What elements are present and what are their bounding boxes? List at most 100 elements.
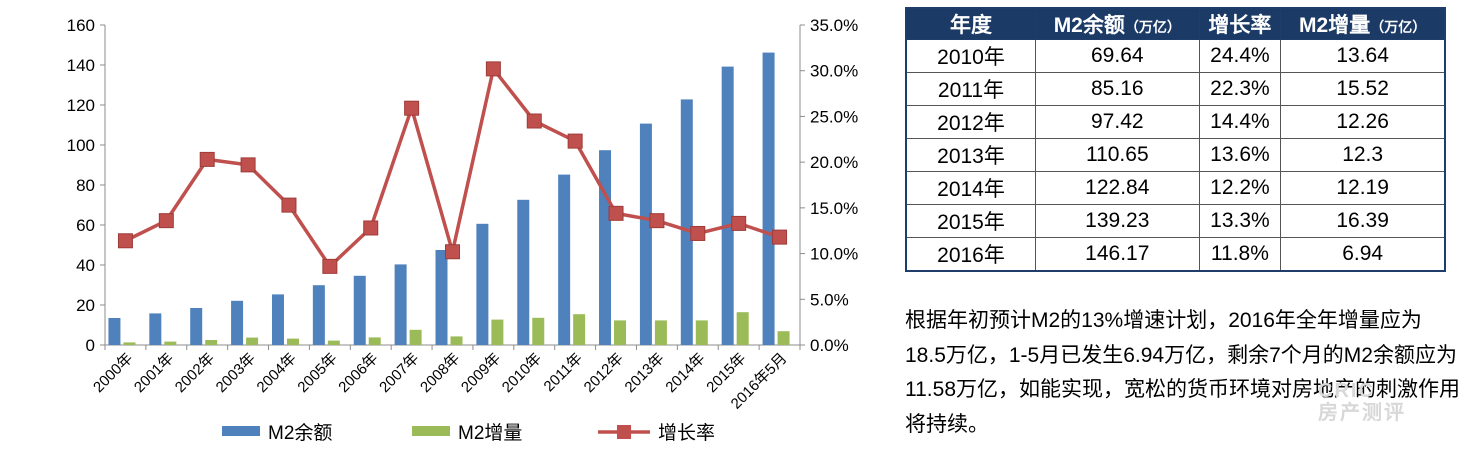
- left-tick-label: 100: [67, 136, 95, 155]
- x-tick-label: 2003年: [213, 350, 259, 396]
- left-tick-label: 60: [76, 216, 95, 235]
- table-row: 2013年 110.65 13.6% 12.3: [905, 138, 1446, 172]
- right-tick-label: 30.0%: [810, 62, 858, 81]
- watermark-logo: CRIC 房产测评: [1318, 380, 1406, 424]
- table-header-label: M2增量: [1299, 14, 1371, 37]
- table-cell: 2016年: [905, 237, 1036, 272]
- table-header-0: 年度: [905, 7, 1036, 40]
- table-cell: 12.19: [1280, 171, 1446, 205]
- x-tick-label: 2004年: [254, 350, 300, 396]
- growth-rate-point: [363, 220, 379, 236]
- bar-m2-balance: [599, 150, 612, 345]
- x-tick-label: 2008年: [417, 350, 463, 396]
- bar-m2-balance: [639, 123, 652, 345]
- bar-m2-increment: [164, 341, 177, 345]
- table-header-2: 增长率: [1198, 7, 1282, 40]
- table-cell: 24.4%: [1198, 39, 1282, 73]
- bar-m2-balance: [476, 223, 489, 345]
- x-tick-label: 2007年: [376, 350, 422, 396]
- bar-m2-increment: [246, 337, 259, 345]
- table-cell: 15.52: [1280, 72, 1446, 106]
- legend-m2-increment-swatch: [412, 426, 450, 436]
- x-tick-label: 2000年: [90, 350, 136, 396]
- legend-growth-rate-marker: [617, 425, 631, 439]
- table-cell: 97.42: [1035, 105, 1200, 139]
- table-cell: 69.64: [1035, 39, 1200, 73]
- table-cell: 22.3%: [1198, 72, 1282, 106]
- table-cell: 2011年: [905, 72, 1036, 106]
- growth-rate-point: [199, 151, 215, 167]
- table-cell: 11.8%: [1198, 237, 1282, 272]
- bar-m2-increment: [777, 331, 790, 345]
- legend-growth-rate-label: 增长率: [658, 422, 715, 444]
- table-cell: 12.2%: [1198, 171, 1282, 205]
- table-row: 2016年 146.17 11.8% 6.94: [905, 237, 1446, 272]
- bar-m2-balance: [190, 308, 203, 345]
- growth-rate-point: [649, 213, 665, 229]
- table-cell: 12.26: [1280, 105, 1446, 139]
- x-tick-label: 2001年: [131, 350, 177, 396]
- bar-m2-balance: [558, 174, 571, 345]
- table-cell: 139.23: [1035, 204, 1200, 238]
- bar-m2-balance: [394, 264, 407, 345]
- table-cell: 2010年: [905, 39, 1036, 73]
- bar-m2-balance: [108, 318, 121, 345]
- watermark-line2: 房产测评: [1318, 402, 1406, 424]
- table-row: 2010年 69.64 24.4% 13.64: [905, 39, 1446, 73]
- growth-rate-point: [404, 100, 420, 116]
- bar-m2-balance: [680, 99, 693, 346]
- bar-m2-increment: [450, 336, 463, 345]
- growth-rate-point: [240, 157, 256, 173]
- bar-m2-increment: [409, 329, 422, 345]
- x-tick-label: 2010年: [499, 350, 545, 396]
- table-cell: 13.64: [1280, 39, 1446, 73]
- right-tick-label: 5.0%: [810, 290, 849, 309]
- x-tick-label: 2009年: [458, 350, 504, 396]
- bar-m2-increment: [123, 342, 136, 345]
- bar-m2-balance: [435, 250, 448, 345]
- x-tick-label: 2012年: [581, 350, 627, 396]
- bar-m2-increment: [491, 319, 504, 345]
- table-row: 2012年 97.42 14.4% 12.26: [905, 105, 1446, 139]
- table-row: 2014年 122.84 12.2% 12.19: [905, 171, 1446, 205]
- table-cell: 13.6%: [1198, 138, 1282, 172]
- m2-data-table: 年度 M2余额（万亿） 增长率 M2增量（万亿） 2010年 69.64 24.4% 13.…: [905, 7, 1446, 272]
- growth-rate-point: [322, 258, 338, 274]
- growth-rate-point: [117, 233, 133, 249]
- bar-m2-increment: [286, 338, 299, 345]
- table-cell: 2015年: [905, 204, 1036, 238]
- x-tick-label: 2013年: [622, 350, 668, 396]
- table-header-label: 增长率: [1208, 14, 1272, 37]
- growth-rate-point: [608, 205, 624, 221]
- table-cell: 12.3: [1280, 138, 1446, 172]
- x-tick-label: 2011年: [541, 350, 586, 395]
- table-body: 2010年 69.64 24.4% 13.64 2011年 85.16 22.3% 15.52…: [905, 39, 1446, 272]
- legend-m2-balance-swatch: [222, 426, 260, 436]
- bar-m2-balance: [721, 66, 734, 345]
- left-tick-label: 40: [76, 256, 95, 275]
- table-cell: 146.17: [1035, 237, 1200, 272]
- bar-m2-increment: [614, 320, 627, 345]
- table-cell: 122.84: [1035, 171, 1200, 205]
- table-cell: 16.39: [1280, 204, 1446, 238]
- bar-m2-balance: [762, 52, 775, 345]
- table-cell: 6.94: [1280, 237, 1446, 272]
- x-tick-label: 2005年: [294, 350, 340, 396]
- table-cell: 2014年: [905, 171, 1036, 205]
- table-row: 2011年 85.16 22.3% 15.52: [905, 72, 1446, 106]
- bar-m2-increment: [205, 340, 218, 345]
- left-tick-label: 120: [67, 96, 95, 115]
- m2-chart: 0 20 40 60 80 100 120 140 160 0.0% 5.0% 10.0% 15.0% 2…: [67, 16, 859, 444]
- bar-m2-balance: [312, 285, 325, 345]
- legend-m2-balance-label: M2余额: [268, 422, 332, 444]
- left-tick-label: 140: [67, 56, 95, 75]
- table-header-unit: （万亿）: [1124, 19, 1181, 35]
- x-tick-label: 2006年: [335, 350, 381, 396]
- bar-m2-increment: [573, 314, 586, 345]
- growth-rate-point: [281, 197, 297, 213]
- growth-rate-point: [772, 229, 788, 245]
- table-cell: 13.3%: [1198, 204, 1282, 238]
- bar-m2-increment: [695, 320, 708, 345]
- growth-rate-point: [567, 133, 583, 149]
- right-tick-label: 20.0%: [810, 153, 858, 172]
